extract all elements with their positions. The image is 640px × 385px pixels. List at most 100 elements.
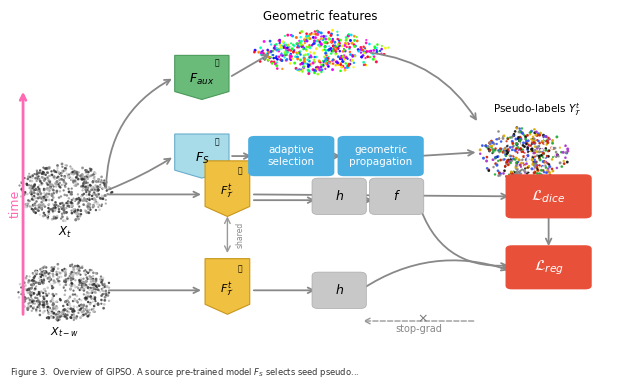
Point	[44, 187, 54, 194]
Point	[508, 144, 518, 151]
Point	[319, 33, 329, 39]
Point	[36, 194, 46, 200]
Point	[56, 176, 67, 182]
Point	[488, 146, 498, 152]
Point	[318, 58, 328, 64]
Point	[60, 278, 70, 285]
Point	[91, 199, 101, 205]
Point	[334, 38, 344, 44]
Point	[348, 64, 358, 70]
Point	[255, 59, 266, 65]
Point	[52, 317, 63, 323]
Point	[371, 59, 381, 65]
Point	[266, 59, 276, 65]
Point	[511, 142, 522, 148]
Point	[330, 47, 340, 54]
Point	[51, 299, 61, 305]
Point	[76, 183, 86, 189]
Point	[41, 186, 51, 192]
Point	[514, 167, 524, 173]
Point	[274, 54, 284, 60]
Point	[346, 52, 356, 58]
Point	[275, 37, 285, 43]
Point	[93, 199, 103, 206]
Point	[337, 57, 348, 63]
Point	[263, 54, 273, 60]
Point	[312, 31, 323, 37]
Point	[269, 44, 280, 50]
Point	[319, 44, 330, 50]
Point	[75, 307, 85, 313]
Point	[72, 304, 83, 310]
Point	[62, 301, 72, 307]
Point	[333, 60, 343, 66]
Point	[39, 190, 49, 196]
Point	[550, 145, 560, 151]
Point	[36, 205, 47, 211]
Point	[88, 285, 99, 291]
Point	[82, 196, 92, 202]
Point	[508, 141, 518, 147]
Point	[530, 128, 540, 134]
Point	[44, 209, 54, 215]
Point	[540, 131, 550, 137]
Point	[540, 140, 550, 146]
Point	[495, 172, 506, 179]
Point	[58, 181, 68, 187]
Point	[35, 280, 45, 286]
Point	[356, 44, 366, 50]
Point	[85, 182, 95, 188]
Point	[484, 148, 495, 154]
Point	[495, 148, 505, 154]
Point	[52, 174, 63, 181]
Point	[489, 147, 499, 153]
Point	[280, 52, 290, 58]
Point	[58, 187, 68, 194]
Point	[59, 283, 69, 290]
Point	[54, 309, 65, 315]
FancyBboxPatch shape	[506, 174, 592, 218]
Point	[533, 144, 543, 150]
Point	[292, 44, 302, 50]
Point	[303, 62, 314, 69]
Point	[321, 52, 332, 59]
Point	[260, 56, 271, 62]
Point	[513, 164, 523, 170]
Point	[340, 65, 350, 71]
Point	[28, 283, 38, 289]
Point	[525, 150, 535, 156]
Point	[86, 306, 97, 313]
Point	[83, 313, 93, 319]
Point	[42, 305, 52, 311]
Point	[542, 137, 552, 143]
Point	[520, 168, 530, 174]
Point	[60, 270, 70, 276]
Point	[527, 154, 538, 160]
Point	[524, 149, 534, 155]
Point	[39, 302, 49, 308]
Point	[515, 146, 525, 152]
Point	[93, 184, 103, 190]
Point	[90, 170, 100, 176]
Text: Pseudo-labels $Y_{\mathcal{T}}^{t}$: Pseudo-labels $Y_{\mathcal{T}}^{t}$	[493, 102, 582, 119]
Point	[491, 139, 501, 145]
Point	[305, 62, 316, 68]
Point	[33, 186, 44, 192]
Point	[35, 212, 45, 218]
Point	[518, 131, 528, 137]
Point	[38, 197, 48, 203]
Point	[34, 302, 44, 308]
Point	[38, 210, 49, 216]
Point	[60, 306, 70, 313]
Point	[308, 41, 319, 47]
Point	[19, 299, 29, 305]
Point	[306, 54, 316, 60]
Point	[77, 286, 87, 292]
Point	[87, 193, 97, 199]
Point	[79, 282, 89, 288]
Point	[349, 60, 359, 66]
Point	[511, 155, 522, 161]
Point	[533, 138, 543, 144]
Point	[72, 172, 83, 178]
Point	[530, 157, 540, 163]
